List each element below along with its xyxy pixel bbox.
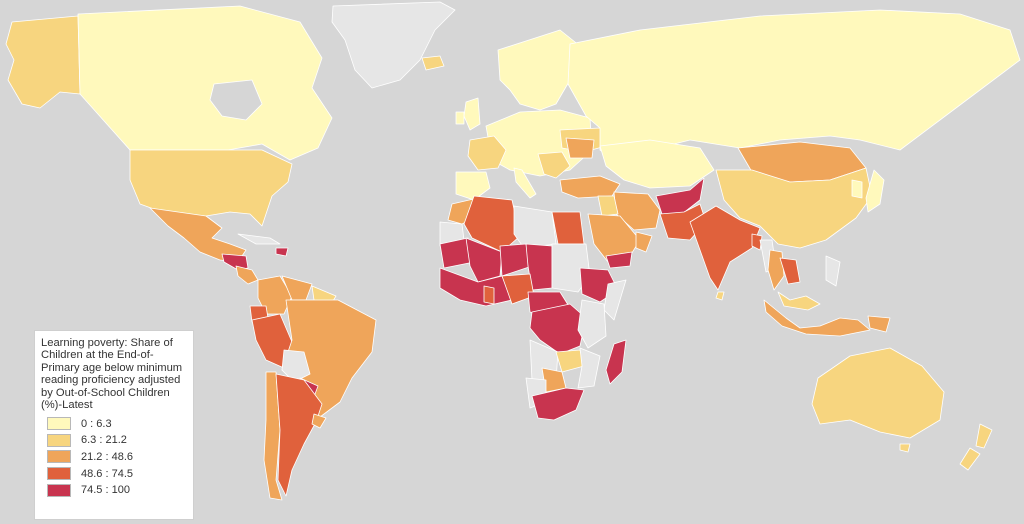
region-romania[interactable] [565, 137, 595, 159]
legend-item: 48.6 : 74.5 [41, 465, 187, 482]
region-usa[interactable] [129, 149, 293, 227]
region-new-zealand[interactable] [959, 423, 993, 471]
legend-item: 6.3 : 21.2 [41, 432, 187, 449]
region-argentina[interactable] [275, 373, 323, 497]
region-balkans[interactable] [537, 151, 571, 179]
legend-title: Learning poverty: Share of Children at t… [41, 337, 183, 412]
region-greenland[interactable] [331, 1, 456, 89]
legend-label: 6.3 : 21.2 [81, 434, 127, 447]
legend-item: 74.5 : 100 [41, 482, 187, 499]
region-nicaragua[interactable] [235, 265, 259, 285]
region-korea[interactable] [851, 179, 863, 199]
region-drc[interactable] [529, 303, 587, 355]
region-south-africa[interactable] [531, 387, 585, 421]
region-colombia[interactable] [257, 275, 293, 315]
region-png[interactable] [867, 315, 891, 333]
region-indonesia[interactable] [763, 299, 871, 337]
region-uruguay[interactable] [311, 413, 327, 429]
region-somalia[interactable] [603, 279, 627, 321]
legend-label: 48.6 : 74.5 [81, 467, 133, 480]
region-kazakhstan[interactable] [599, 139, 715, 189]
region-iceland[interactable] [421, 55, 445, 71]
region-bangladesh[interactable] [751, 233, 763, 251]
legend-swatch [47, 467, 71, 481]
region-italy[interactable] [513, 167, 537, 199]
region-laos-vn[interactable] [779, 257, 801, 285]
region-cuba[interactable] [237, 233, 281, 245]
region-libya[interactable] [513, 205, 557, 249]
region-scandinavia[interactable] [497, 29, 581, 111]
region-bolivia[interactable] [281, 349, 311, 383]
region-chad[interactable] [525, 243, 553, 291]
region-haiti[interactable] [275, 247, 289, 257]
hudson-bay [209, 79, 263, 121]
legend-swatch [47, 450, 71, 464]
legend-swatch [47, 483, 71, 497]
region-east-africa[interactable] [577, 299, 607, 349]
legend-label: 21.2 : 48.6 [81, 450, 133, 463]
region-france[interactable] [467, 135, 507, 171]
legend-item: 21.2 : 48.6 [41, 449, 187, 466]
region-india[interactable] [689, 205, 761, 291]
region-sri-lanka[interactable] [715, 291, 725, 301]
region-malaysia[interactable] [777, 291, 821, 311]
legend-label: 74.5 : 100 [81, 484, 130, 497]
region-australia[interactable] [811, 347, 945, 439]
region-japan[interactable] [865, 169, 885, 213]
region-china[interactable] [715, 167, 873, 249]
legend-swatch [47, 433, 71, 447]
region-madagascar[interactable] [605, 339, 627, 385]
region-mozambique[interactable] [577, 347, 601, 389]
region-ireland[interactable] [455, 111, 465, 125]
region-russia[interactable] [567, 9, 1021, 165]
region-iraq[interactable] [597, 195, 619, 217]
region-egypt[interactable] [551, 211, 585, 245]
region-yemen[interactable] [605, 251, 633, 269]
legend-label: 0 : 6.3 [81, 417, 112, 430]
legend-swatch [47, 417, 71, 431]
legend-item: 0 : 6.3 [41, 415, 187, 432]
region-oman[interactable] [635, 231, 653, 253]
region-ghana[interactable] [483, 285, 495, 305]
region-tasmania[interactable] [899, 443, 911, 453]
map-legend: Learning poverty: Share of Children at t… [34, 330, 194, 520]
region-iberia[interactable] [455, 171, 491, 201]
region-philippines[interactable] [825, 255, 841, 287]
region-thailand[interactable] [767, 249, 785, 291]
